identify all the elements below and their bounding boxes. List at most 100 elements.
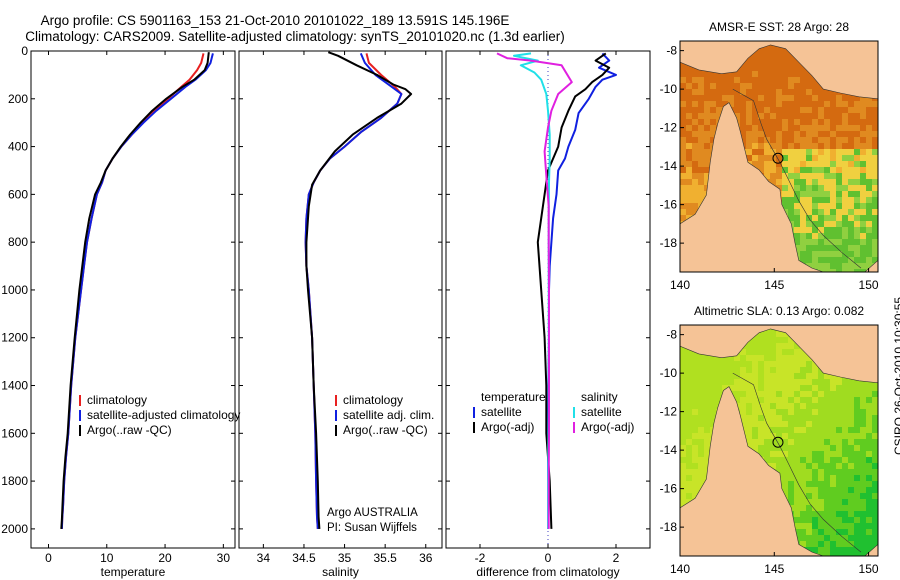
ocean-cell — [872, 463, 878, 470]
ocean-cell — [770, 167, 777, 174]
ocean-cell — [794, 161, 801, 168]
ocean-cell — [812, 179, 819, 186]
ocean-cell — [860, 143, 867, 150]
ocean-cell — [686, 185, 693, 192]
ocean-cell — [800, 493, 807, 500]
ocean-cell — [680, 203, 687, 210]
ocean-cell — [866, 397, 873, 404]
ocean-cell — [812, 161, 819, 168]
x-tick-label: 150 — [859, 562, 879, 576]
ocean-cell — [728, 367, 735, 374]
ocean-cell — [788, 119, 795, 126]
ocean-cell — [812, 541, 819, 548]
ocean-cell — [866, 409, 873, 416]
ocean-cell — [830, 239, 837, 246]
ocean-cell — [692, 475, 699, 482]
ocean-cell — [872, 415, 878, 422]
ocean-cell — [770, 113, 777, 120]
ocean-cell — [692, 409, 699, 416]
ocean-cell — [764, 167, 771, 174]
ocean-cell — [794, 215, 801, 222]
ocean-cell — [794, 77, 801, 84]
ocean-cell — [854, 397, 861, 404]
ocean-cell — [758, 331, 765, 338]
ocean-cell — [866, 385, 873, 392]
ocean-cell — [806, 391, 813, 398]
ocean-cell — [716, 361, 723, 368]
ocean-cell — [854, 451, 861, 458]
ocean-cell — [794, 197, 801, 204]
ocean-cell — [860, 155, 867, 162]
ocean-cell — [824, 475, 831, 482]
ocean-cell — [764, 403, 771, 410]
ocean-cell — [686, 101, 693, 108]
ocean-cell — [794, 493, 801, 500]
ocean-cell — [686, 403, 693, 410]
ocean-cell — [722, 379, 729, 386]
ocean-cell — [716, 379, 723, 386]
ocean-cell — [860, 535, 867, 542]
ocean-cell — [716, 391, 723, 398]
ocean-cell — [824, 409, 831, 416]
ocean-cell — [872, 143, 878, 150]
ocean-cell — [788, 179, 795, 186]
ocean-cell — [686, 361, 693, 368]
legend-title: temperature — [481, 390, 546, 404]
ocean-cell — [710, 89, 717, 96]
ocean-cell — [818, 215, 825, 222]
ocean-cell — [764, 343, 771, 350]
ocean-cell — [704, 179, 711, 186]
ocean-cell — [794, 403, 801, 410]
axes-box — [30, 50, 236, 549]
ocean-cell — [782, 343, 789, 350]
ocean-cell — [866, 511, 873, 518]
ocean-cell — [746, 107, 753, 114]
ocean-cell — [758, 65, 765, 72]
ocean-cell — [782, 379, 789, 386]
ocean-cell — [740, 95, 747, 102]
ocean-cell — [794, 149, 801, 156]
ocean-cell — [836, 421, 843, 428]
ocean-cell — [812, 125, 819, 132]
ocean-cell — [866, 499, 873, 506]
ocean-cell — [692, 487, 699, 494]
ocean-cell — [788, 361, 795, 368]
ocean-cell — [704, 137, 711, 144]
ocean-cell — [692, 77, 699, 84]
ocean-cell — [704, 373, 711, 380]
ocean-cell — [746, 83, 753, 90]
ocean-cell — [800, 89, 807, 96]
ocean-cell — [830, 113, 837, 120]
ocean-cell — [788, 391, 795, 398]
x-tick-label: 2 — [613, 551, 620, 565]
ocean-cell — [740, 415, 747, 422]
ocean-cell — [752, 439, 759, 446]
ocean-cell — [752, 367, 759, 374]
ocean-cell — [806, 397, 813, 404]
ocean-cell — [758, 445, 765, 452]
ocean-cell — [824, 373, 831, 380]
ocean-cell — [788, 403, 795, 410]
ocean-cell — [800, 239, 807, 246]
ocean-cell — [710, 409, 717, 416]
ocean-cell — [686, 107, 693, 114]
ocean-cell — [704, 403, 711, 410]
ocean-cell — [860, 257, 867, 264]
ocean-cell — [740, 361, 747, 368]
ocean-cell — [794, 173, 801, 180]
ocean-cell — [800, 203, 807, 210]
ocean-cell — [752, 119, 759, 126]
ocean-cell — [866, 379, 873, 386]
ocean-cell — [764, 427, 771, 434]
ocean-cell — [836, 547, 843, 554]
ocean-cell — [788, 409, 795, 416]
ocean-cell — [812, 361, 819, 368]
ocean-cell — [710, 113, 717, 120]
ocean-cell — [842, 209, 849, 216]
ocean-cell — [764, 65, 771, 72]
ocean-cell — [788, 173, 795, 180]
ocean-cell — [776, 113, 783, 120]
ocean-cell — [800, 143, 807, 150]
ocean-cell — [770, 385, 777, 392]
